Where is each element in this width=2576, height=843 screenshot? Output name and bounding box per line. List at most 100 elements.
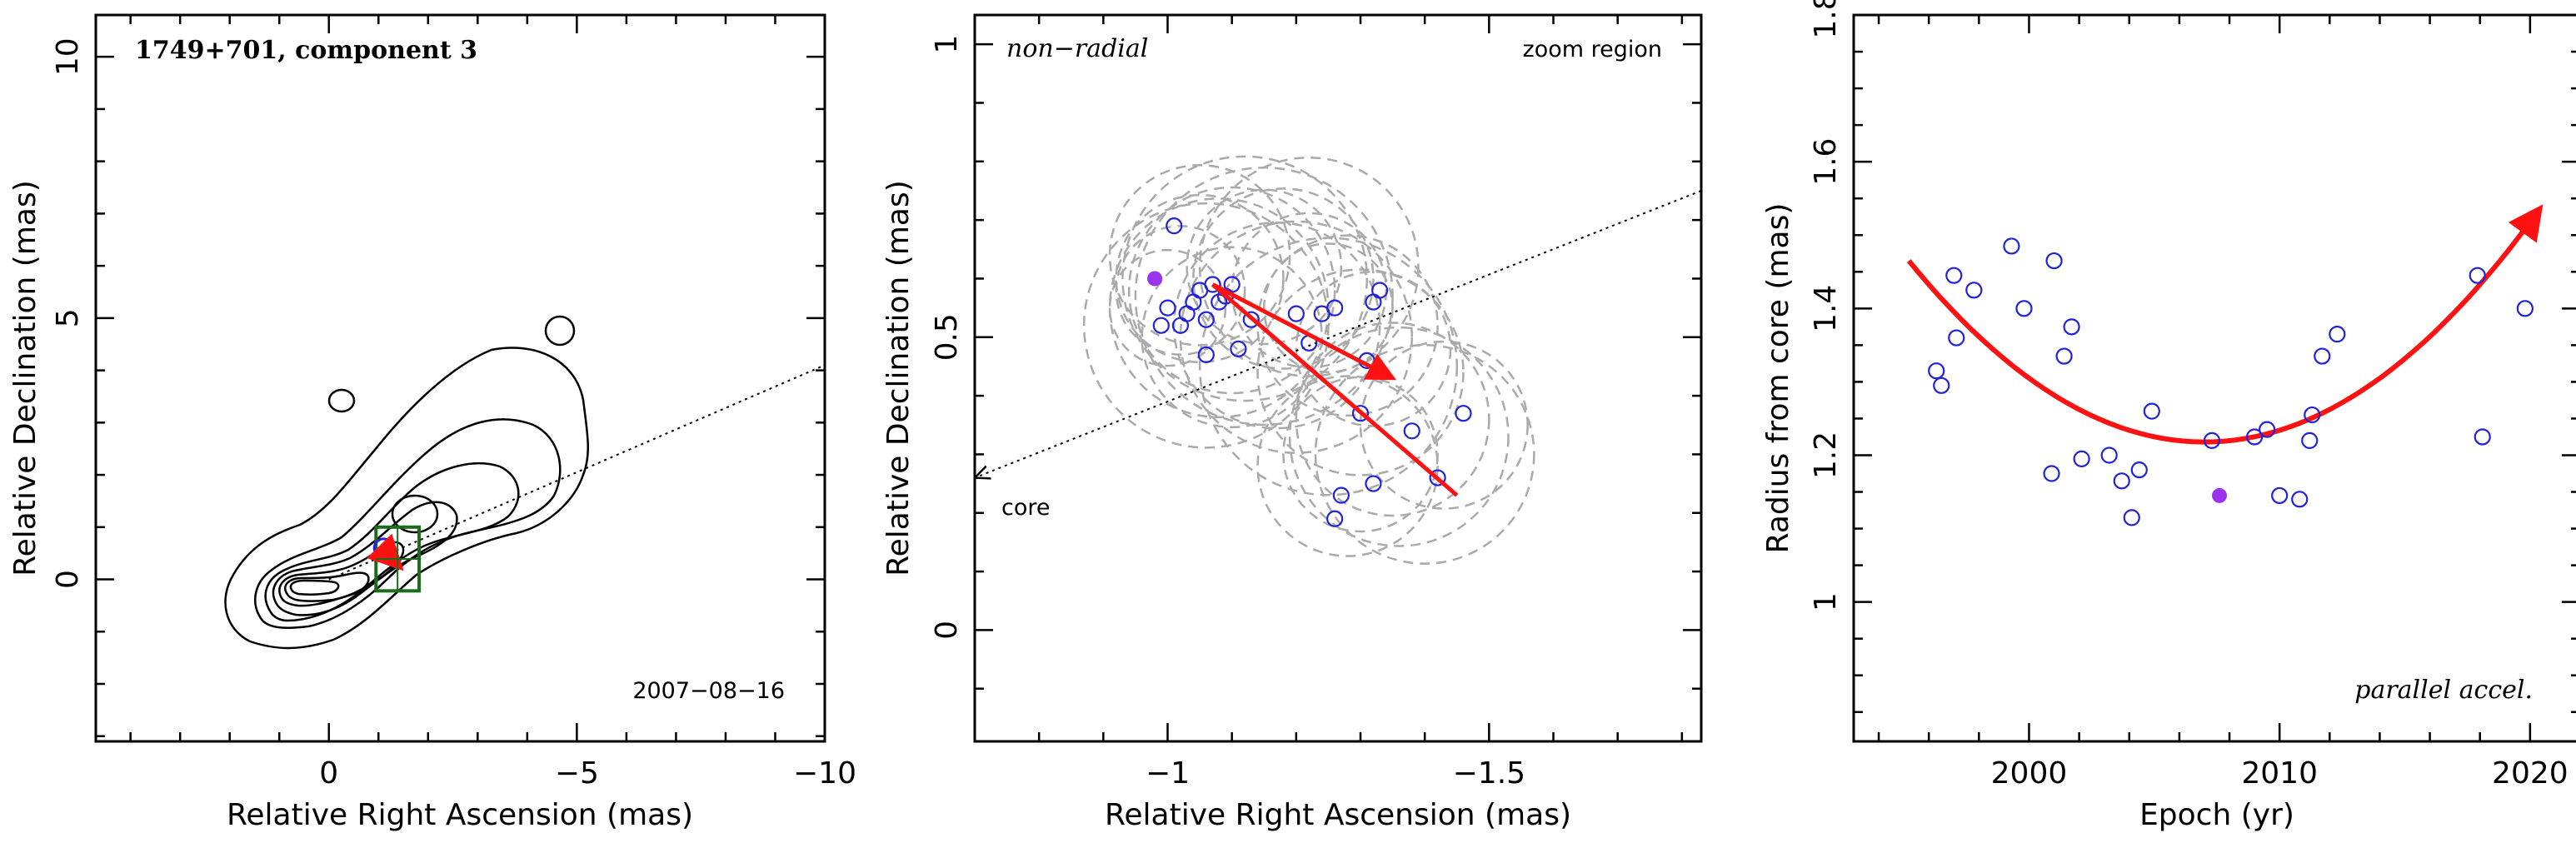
data-point [1178,305,1196,322]
contour-island-1 [327,388,356,413]
data-point [1204,276,1221,293]
error-circle [1256,268,1465,476]
data-point [2469,267,2486,284]
data-point [1928,362,1945,380]
data-point [1371,282,1389,299]
error-circle [1256,375,1439,557]
panel-middle: −1 −1.500.51 non−radial zoom region core … [881,13,1703,832]
panel-left: 0 −5 −10 0 5 10 1749+701, component 3 2007−08… [8,13,856,832]
right-highlight-point [2212,487,2228,503]
right-y-axis-label: Radius from core (mas) [1761,203,1795,554]
middle-y-tick-label: 1 [930,35,964,54]
error-circle [1108,164,1291,347]
data-point [1429,469,1446,486]
left-contours [224,315,825,650]
middle-ticks: −1 −1.5 0 0.5 1 [930,15,1701,791]
middle-points [1152,217,1472,527]
left-frame [94,13,826,743]
data-point [2055,347,2073,365]
error-circle [1186,188,1343,346]
error-circle [1115,193,1285,364]
error-circle [1288,326,1510,547]
data-point [1933,377,1950,394]
right-y-tick-label: 1.6 [1809,138,1843,186]
right-frame [1852,13,2576,743]
contour-island-2 [544,315,576,347]
data-point [2063,318,2080,336]
right-points [1928,237,2534,526]
error-circle [1282,376,1439,533]
error-circle [1082,202,1330,449]
data-point [1965,282,1983,299]
error-circle [1141,246,1323,429]
error-circle [1314,343,1535,565]
left-position-angle-line [328,364,825,581]
contour-level-7 [289,579,340,596]
error-circle [1172,221,1381,430]
error-circle [1198,156,1420,377]
motion-arrow [1211,282,1397,381]
middle-annotation-right: zoom region [1523,37,1662,62]
contour-level-4 [272,501,458,616]
data-point [1326,510,1344,527]
data-point [1365,475,1382,492]
data-point [2130,461,2148,479]
error-circle [1108,197,1330,419]
left-x-tick-label: −10 [793,756,856,791]
right-x-axis-label: Epoch (yr) [2139,798,2294,832]
error-circle [1295,322,1490,517]
data-point [1326,299,1344,317]
data-point [1166,217,1183,235]
right-y-tick-label: 1 [1809,592,1843,611]
motion-arrow [1211,282,1459,497]
core-label: core [1001,495,1050,521]
middle-highlight-point [1147,271,1163,287]
right-x-tick-label: 2020 [2492,756,2569,791]
data-point [2301,431,2319,449]
left-y-tick-label: 10 [51,37,85,76]
data-point [2143,402,2160,420]
data-point [2123,509,2140,526]
middle-x-tick-label: −1.5 [1453,756,1525,791]
data-point [1351,405,1370,422]
contour-level-2 [254,418,562,629]
data-point [1223,276,1241,293]
data-point [1185,293,1202,311]
middle-y-axis-label: Relative Declination (mas) [881,180,916,576]
error-circle [1192,187,1375,370]
contour-level-1 [224,347,590,650]
error-circle [1121,155,1368,402]
fit-curve [1906,204,2544,445]
middle-annotation-left: non−radial [1006,34,1148,63]
data-point [2329,326,2346,343]
data-point [2113,472,2130,490]
contour-knot [391,494,439,534]
error-circles [1082,155,1535,565]
left-x-axis-label: Relative Right Ascension (mas) [227,798,693,832]
right-y-tick-label: 1.8 [1809,0,1843,39]
error-circle [1108,248,1227,367]
left-y-tick-label: 5 [51,308,85,327]
left-date-label: 2007−08−16 [632,678,785,704]
data-point [2003,237,2020,255]
data-point [1455,405,1472,422]
data-point [1197,311,1215,328]
data-point [2043,465,2060,482]
error-circle [1263,242,1394,374]
error-circle [1359,340,1529,510]
right-ticks: 2000 2010 2020 1 1.2 1.4 1.6 1.8 [1809,0,2576,791]
data-point [1230,340,1247,357]
right-y-tick-label: 1.4 [1809,285,1843,332]
data-point [2203,431,2221,449]
data-point [1332,486,1350,504]
data-point [1948,329,1965,347]
middle-frame [973,13,1703,743]
data-point [1365,293,1382,311]
data-point [2246,428,2264,446]
error-circle [1198,237,1459,496]
data-point [1159,299,1176,317]
data-point [2015,300,2033,317]
data-point [2304,406,2321,424]
right-annotation: parallel accel. [2354,676,2533,705]
data-point [2259,421,2276,438]
